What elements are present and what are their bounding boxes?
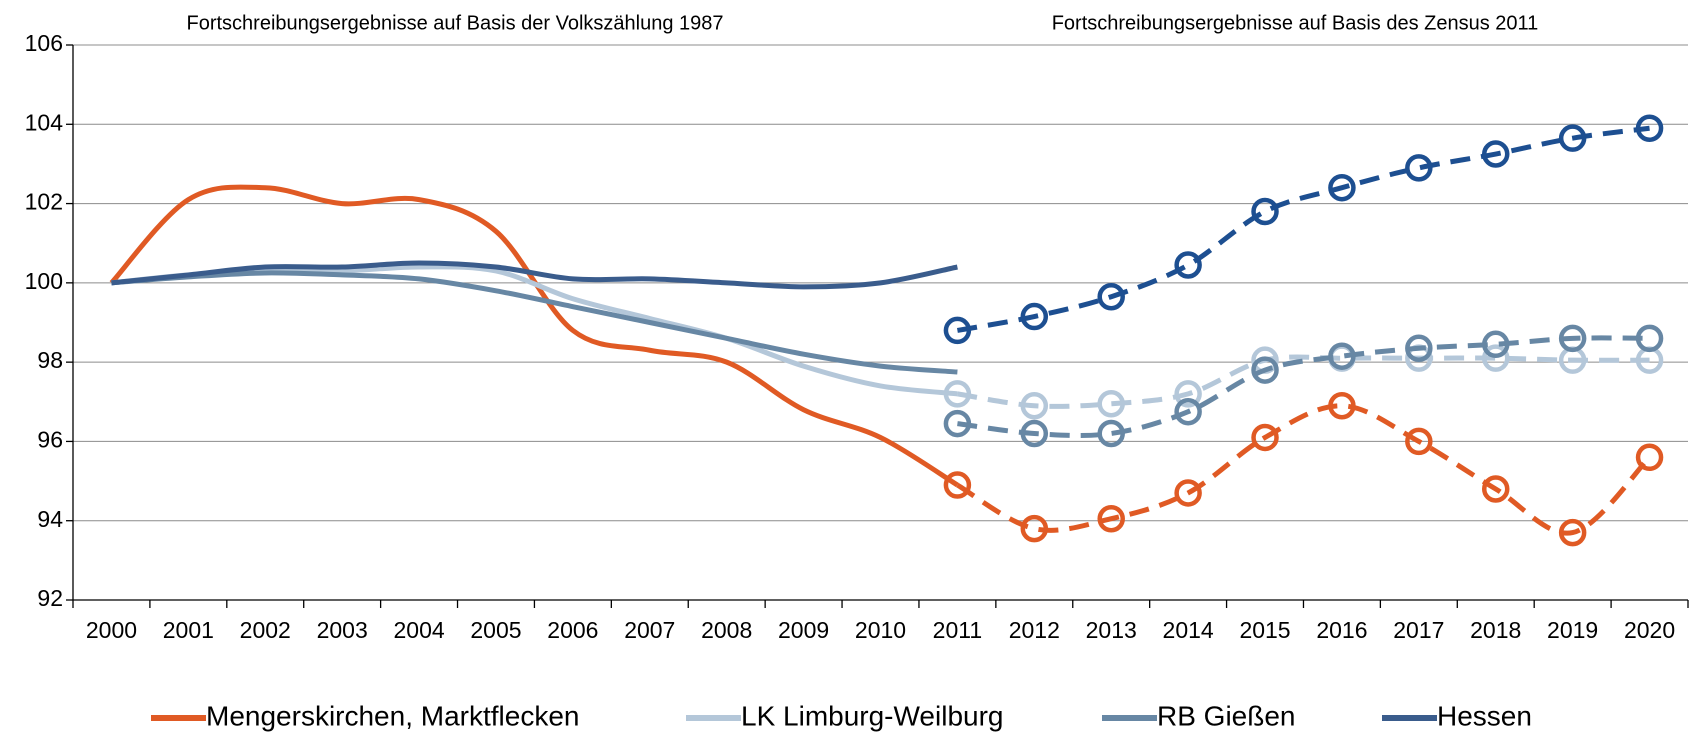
point-marker: [1020, 514, 1049, 543]
point-marker: [1097, 282, 1125, 311]
legend-label: Hessen: [1437, 700, 1532, 731]
x-tick-label: 2019: [1547, 617, 1598, 643]
annotation: Fortschreibungsergebnisse auf Basis des …: [1052, 12, 1539, 34]
point-marker: [1481, 344, 1510, 372]
point-marker: [1635, 443, 1664, 472]
y-tick-label: 98: [37, 347, 63, 373]
point-marker: [943, 316, 972, 345]
point-marker: [1020, 392, 1049, 420]
legend-label: Mengerskirchen, Marktflecken: [206, 700, 579, 731]
x-tick-label: 2013: [1086, 617, 1137, 643]
series-line: [111, 270, 958, 375]
y-tick-label: 104: [25, 109, 64, 135]
x-tick-label: 2017: [1393, 617, 1444, 643]
annotation: Fortschreibungsergebnisse auf Basis der …: [187, 12, 724, 34]
x-tick-label: 2003: [317, 617, 368, 643]
point-marker: [1481, 140, 1510, 168]
point-marker: [1405, 334, 1433, 363]
point-marker: [1174, 479, 1202, 507]
x-tick-label: 2016: [1316, 617, 1367, 643]
x-tick-label: 2009: [778, 617, 829, 643]
y-tick-label: 102: [25, 189, 63, 215]
point-marker: [1558, 324, 1587, 353]
point-marker: [943, 409, 972, 438]
series-line: [111, 260, 958, 290]
x-tick-label: 2005: [470, 617, 521, 643]
point-marker: [1251, 423, 1279, 452]
x-tick-label: 2000: [86, 617, 137, 643]
y-tick-label: 106: [25, 30, 63, 56]
y-tick-label: 92: [37, 585, 63, 611]
y-tick-label: 100: [25, 268, 63, 294]
series-line-dashed: [956, 125, 1650, 333]
series-line-dashed: [956, 403, 1652, 536]
point-marker: [1328, 342, 1356, 370]
point-marker: [1405, 427, 1433, 456]
x-tick-label: 2015: [1239, 617, 1290, 643]
point-marker: [1558, 518, 1587, 547]
legend-label: RB Gießen: [1157, 700, 1296, 731]
point-marker: [943, 380, 972, 408]
x-tick-label: 2001: [163, 617, 214, 643]
x-tick-label: 2010: [855, 617, 906, 643]
x-tick-label: 2018: [1470, 617, 1521, 643]
x-tick-label: 2007: [624, 617, 675, 643]
y-tick-label: 96: [37, 427, 63, 453]
point-marker: [1174, 251, 1202, 279]
point-marker: [1328, 392, 1356, 420]
point-marker: [1020, 302, 1049, 331]
point-marker: [1097, 390, 1125, 418]
series-line-dashed: [957, 335, 1650, 439]
x-tick-label: 2020: [1624, 617, 1675, 643]
point-marker: [1097, 504, 1125, 533]
series-line-dashed: [957, 354, 1650, 409]
point-marker: [1328, 173, 1356, 202]
series-line: [109, 184, 959, 488]
x-tick-label: 2008: [701, 617, 752, 643]
legend-label: LK Limburg-Weilburg: [741, 700, 1004, 731]
y-tick-label: 94: [37, 506, 63, 532]
x-tick-label: 2014: [1163, 617, 1214, 643]
point-marker: [1251, 356, 1279, 384]
point-marker: [1251, 197, 1279, 226]
point-marker: [1635, 114, 1664, 142]
point-marker: [1097, 419, 1125, 448]
point-marker: [1635, 324, 1664, 353]
point-marker: [1558, 124, 1587, 152]
x-tick-label: 2012: [1009, 617, 1060, 643]
point-marker: [1481, 330, 1510, 359]
point-marker: [943, 471, 972, 499]
x-tick-label: 2011: [933, 617, 982, 643]
x-tick-label: 2006: [547, 617, 598, 643]
x-tick-label: 2002: [240, 617, 291, 643]
x-tick-label: 2004: [393, 617, 444, 643]
point-marker: [1481, 475, 1510, 503]
point-marker: [1174, 380, 1202, 408]
point-marker: [1020, 419, 1049, 448]
point-marker: [1174, 397, 1202, 426]
point-marker: [1405, 154, 1433, 182]
